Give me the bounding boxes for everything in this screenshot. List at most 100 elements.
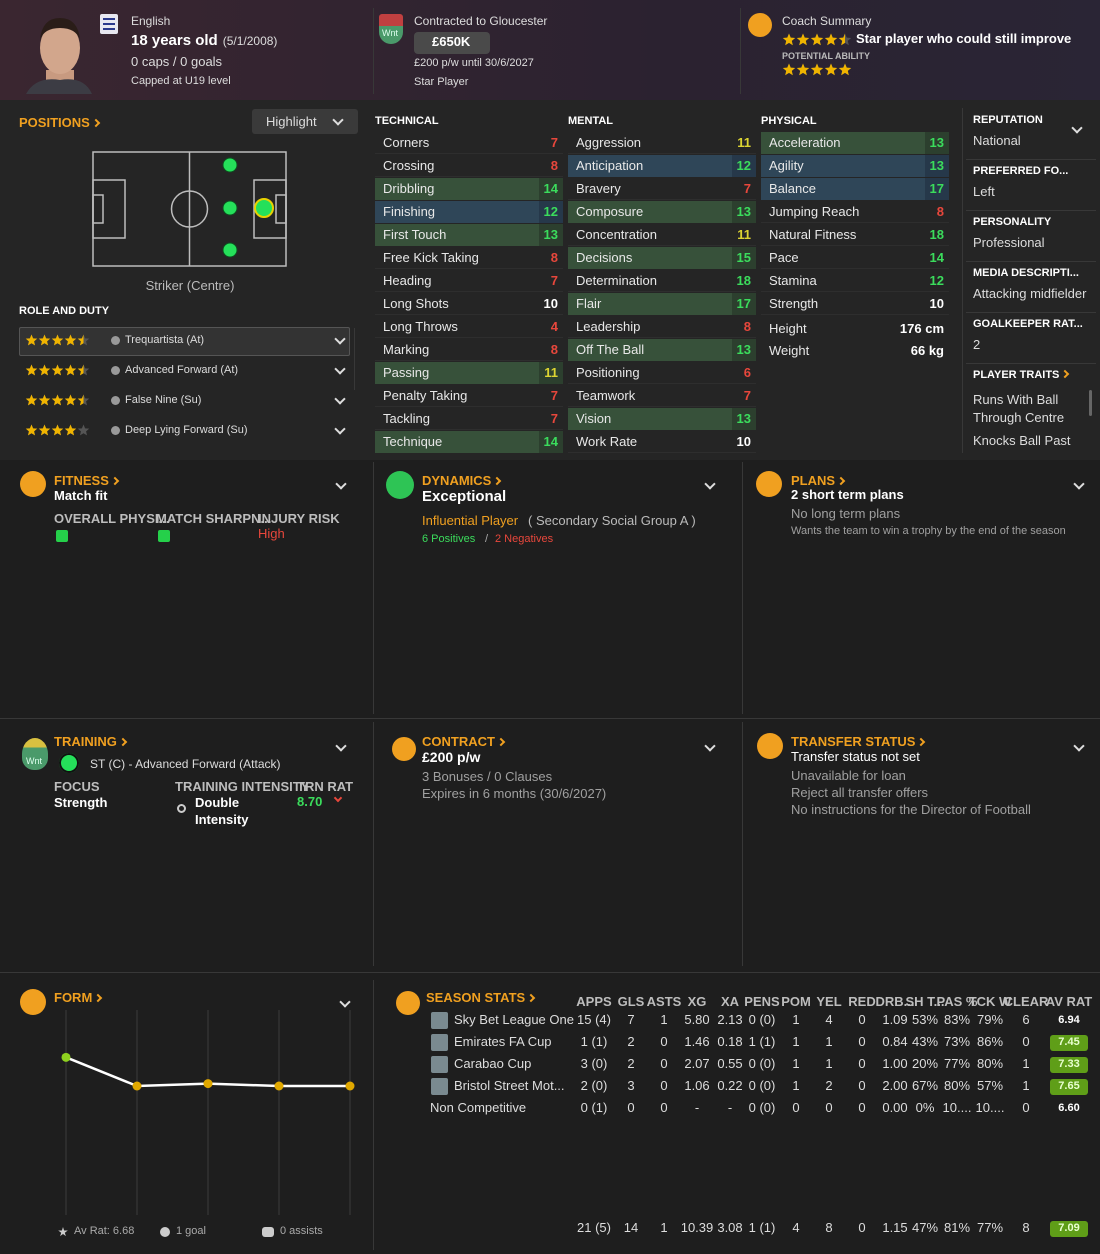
star — [25, 424, 38, 436]
attribute-value-cell — [732, 408, 756, 430]
club-badge — [379, 14, 403, 44]
form-point — [132, 1081, 142, 1091]
attribute-value: 4 — [550, 319, 558, 334]
competition-name: Carabao Cup — [454, 1056, 532, 1071]
stat-cell: 2 — [825, 1078, 833, 1093]
stat-cell: 21 (5) — [577, 1220, 611, 1235]
attribute-name: Long Shots — [383, 296, 449, 311]
star — [838, 33, 845, 46]
age: 18 years old — [131, 32, 218, 49]
stat-cell: 1.00 — [882, 1056, 908, 1071]
attribute-row — [568, 362, 756, 384]
separator — [0, 718, 1100, 719]
star — [38, 334, 51, 346]
role-name: Advanced Forward (At) — [125, 364, 239, 376]
stat-cell: 3 — [627, 1078, 635, 1093]
attribute-group-title: MENTAL — [568, 115, 614, 127]
star — [51, 334, 64, 346]
attribute-value: 12 — [543, 204, 558, 219]
attribute-value: 18 — [736, 273, 751, 288]
stat-cell: 81% — [943, 1220, 971, 1235]
attribute-group-title: TECHNICAL — [375, 115, 439, 127]
coach-title: Coach Summary — [782, 14, 872, 28]
attribute-row — [761, 201, 949, 223]
form-chart — [61, 1010, 355, 1215]
star — [796, 63, 810, 76]
attribute-value: 11 — [544, 365, 558, 380]
stat-cell: 1.06 — [684, 1078, 710, 1093]
form-average: Av Rat: 6.68 — [74, 1225, 135, 1237]
stat-cell: 0% — [915, 1100, 935, 1115]
stat-cell: 7 — [627, 1012, 635, 1027]
form-point — [274, 1081, 284, 1091]
stat-cell: 80% — [976, 1056, 1004, 1071]
stat-rating: 6.94 — [1058, 1014, 1080, 1026]
stat-cell: 1 (1) — [580, 1034, 608, 1049]
attribute-value: 8 — [743, 319, 751, 334]
stat-cell: 0 (0) — [748, 1100, 776, 1115]
attribute-row — [568, 247, 756, 269]
star-rating — [25, 394, 90, 406]
stat-cell: 2 — [627, 1034, 635, 1049]
attribute-name: Determination — [576, 273, 657, 288]
fitness-status: Match fit — [54, 488, 108, 503]
attribute-value-cell — [732, 247, 756, 269]
position-dot-selected — [254, 198, 274, 218]
attribute-name: Flair — [576, 296, 602, 311]
side-label: REPUTATION — [973, 114, 1043, 126]
separator — [373, 980, 374, 1250]
rating-pill — [1050, 1079, 1088, 1095]
potential-label: POTENTIAL ABILITY — [782, 51, 871, 61]
attribute-value: 14 — [543, 434, 558, 449]
pitch — [92, 151, 287, 267]
attribute-value-cell — [539, 431, 563, 453]
attribute-name: Teamwork — [576, 388, 636, 403]
star — [25, 364, 38, 376]
form-point — [61, 1052, 71, 1062]
attribute-row — [761, 293, 949, 315]
stat-cell: 0.00 — [882, 1100, 908, 1115]
highlight-dropdown — [252, 109, 358, 134]
panel-icon — [386, 471, 414, 499]
attribute-value: 7 — [743, 181, 751, 196]
attribute-name: Vision — [576, 411, 612, 426]
transfer-line: Reject all transfer offers — [791, 785, 929, 800]
player-portrait — [26, 18, 92, 94]
competition-name: Emirates FA Cup — [454, 1034, 552, 1049]
stat-cell: 20% — [911, 1056, 939, 1071]
attribute-name: Weight — [769, 343, 810, 358]
star — [77, 334, 84, 346]
rating-pill — [1050, 1035, 1088, 1051]
attribute-row — [375, 339, 563, 361]
centre-circle — [170, 190, 209, 228]
stat-cell: 2 — [627, 1056, 635, 1071]
form-assists: 0 assists — [280, 1225, 323, 1237]
attribute-row — [375, 408, 563, 430]
attribute-value: 10 — [736, 434, 751, 449]
plan-note: Wants the team to win a trophy by the en… — [791, 525, 1066, 537]
attribute-value-cell — [539, 201, 563, 223]
attribute-name: Dribbling — [383, 181, 435, 196]
header-band — [0, 0, 1100, 100]
attribute-value: 12 — [929, 273, 944, 288]
star — [838, 63, 852, 76]
info-icon — [111, 336, 120, 345]
dynamics-group: ( Secondary Social Group A ) — [528, 513, 696, 528]
injury-risk: High — [258, 526, 285, 541]
attribute-value: 13 — [543, 227, 558, 242]
section-title: TRAINING — [54, 734, 126, 749]
attribute-value: 8 — [550, 342, 558, 357]
role-name: Deep Lying Forward (Su) — [125, 424, 248, 436]
star — [77, 394, 84, 406]
column-header: ASTS — [646, 994, 682, 1009]
footer-icon — [262, 1227, 274, 1237]
attribute-row — [375, 362, 563, 384]
transfer-line: No instructions for the Director of Foot… — [791, 802, 1031, 817]
training-focus: Strength — [54, 795, 108, 810]
stat-cell: 0 — [825, 1100, 833, 1115]
attribute-value: 13 — [736, 342, 751, 357]
stat-cell: 0.18 — [717, 1034, 743, 1049]
stat-rating: 7.09 — [1058, 1222, 1080, 1234]
intensity-icon — [177, 804, 186, 813]
negatives: 2 Negatives — [495, 533, 554, 545]
